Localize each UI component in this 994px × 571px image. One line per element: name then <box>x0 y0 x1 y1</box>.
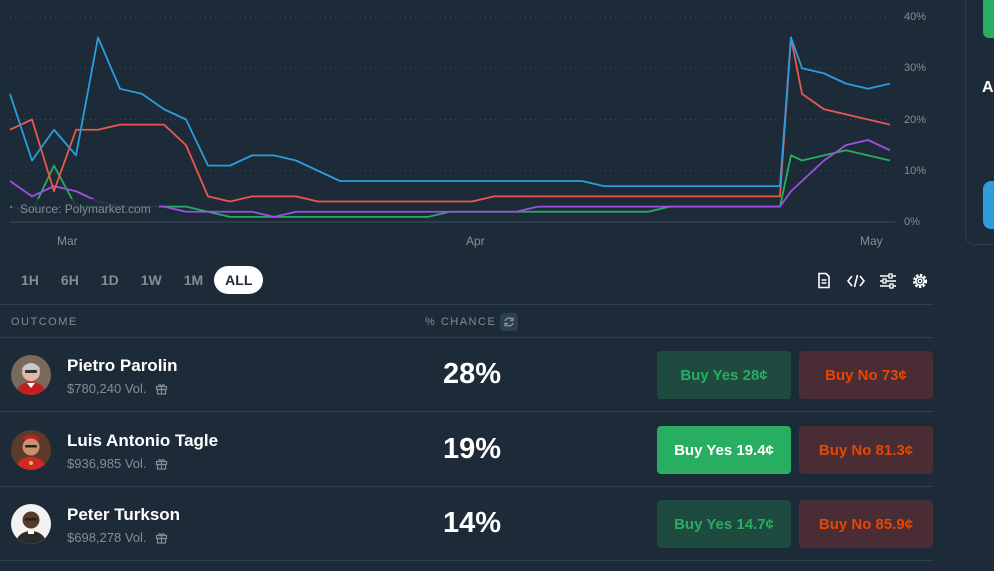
tab-1h[interactable]: 1H <box>21 272 39 288</box>
tab-1m[interactable]: 1M <box>183 272 204 288</box>
outcome-volume: $698,278 Vol. <box>67 530 168 545</box>
outcome-chance: 14% <box>442 507 502 539</box>
volume-text: $780,240 Vol. <box>67 381 147 396</box>
tab-6h[interactable]: 6H <box>60 272 79 288</box>
outcome-name: Pietro Parolin <box>67 356 178 375</box>
price-chart[interactable] <box>0 0 940 255</box>
buy-no-button[interactable]: Buy No 85.9¢ <box>799 500 933 548</box>
y-tick-label: 40% <box>904 11 927 23</box>
trade-panel-label: A <box>982 79 994 96</box>
outcome-row[interactable]: Peter Turkson $698,278 Vol. 14% Buy Yes … <box>0 487 933 561</box>
chart-series <box>9 36 891 218</box>
buy-no-button[interactable]: Buy No 73¢ <box>799 351 933 399</box>
buy-yes-button[interactable]: Buy Yes 19.4¢ <box>657 426 791 474</box>
chance-header: % CHANCE <box>425 316 497 328</box>
y-tick-label: 30% <box>904 62 927 74</box>
x-tick-label: Mar <box>57 234 78 248</box>
outcome-table-header: OUTCOME % CHANCE <box>0 304 933 338</box>
outcome-name: Peter Turkson <box>67 505 181 524</box>
x-tick-label: Apr <box>466 234 485 248</box>
tab-1w[interactable]: 1W <box>140 272 162 288</box>
y-tick-label: 0% <box>904 216 920 228</box>
avatar <box>11 430 51 470</box>
trade-panel-blue-button[interactable] <box>983 181 994 229</box>
document-icon[interactable] <box>814 271 833 290</box>
outcome-header: OUTCOME <box>11 316 78 328</box>
avatar <box>11 504 51 544</box>
gift-icon[interactable] <box>155 382 168 395</box>
time-range-tabs: 1H 6H 1D 1W 1M ALL <box>10 266 264 294</box>
gear-icon[interactable] <box>910 271 929 290</box>
series-line-peter-turkson <box>9 139 891 218</box>
sliders-icon[interactable] <box>878 271 897 290</box>
outcome-row[interactable]: Pietro Parolin $780,240 Vol. 28% Buy Yes… <box>0 338 933 412</box>
y-tick-label: 10% <box>904 165 927 177</box>
chart-tools <box>814 271 929 290</box>
x-tick-label: May <box>860 234 883 248</box>
outcome-chance: 19% <box>442 433 502 465</box>
buy-yes-button[interactable]: Buy Yes 14.7¢ <box>657 500 791 548</box>
buy-yes-button[interactable]: Buy Yes 28¢ <box>657 351 791 399</box>
outcome-volume: $780,240 Vol. <box>67 381 168 396</box>
series-line-luis-antonio-tagle <box>9 36 891 203</box>
embed-code-icon[interactable] <box>846 271 865 290</box>
buy-no-button[interactable]: Buy No 81.3¢ <box>799 426 933 474</box>
trade-panel <box>965 0 994 245</box>
y-tick-label: 20% <box>904 114 927 126</box>
outcome-volume: $936,985 Vol. <box>67 456 168 471</box>
avatar <box>11 355 51 395</box>
outcome-row[interactable]: Luis Antonio Tagle $936,985 Vol. 19% Buy… <box>0 413 933 487</box>
series-line-pietro-parolin <box>9 36 891 188</box>
volume-text: $698,278 Vol. <box>67 530 147 545</box>
outcome-name: Luis Antonio Tagle <box>67 431 219 450</box>
gift-icon[interactable] <box>155 457 168 470</box>
gift-icon[interactable] <box>155 531 168 544</box>
tab-1d[interactable]: 1D <box>100 272 119 288</box>
refresh-icon[interactable] <box>500 313 518 331</box>
outcome-chance: 28% <box>442 358 502 390</box>
tab-all[interactable]: ALL <box>214 266 264 294</box>
chart-source-label: Source: Polymarket.com <box>12 199 159 219</box>
chart-gridlines <box>10 16 895 223</box>
trade-panel-green-button[interactable] <box>983 0 994 38</box>
volume-text: $936,985 Vol. <box>67 456 147 471</box>
